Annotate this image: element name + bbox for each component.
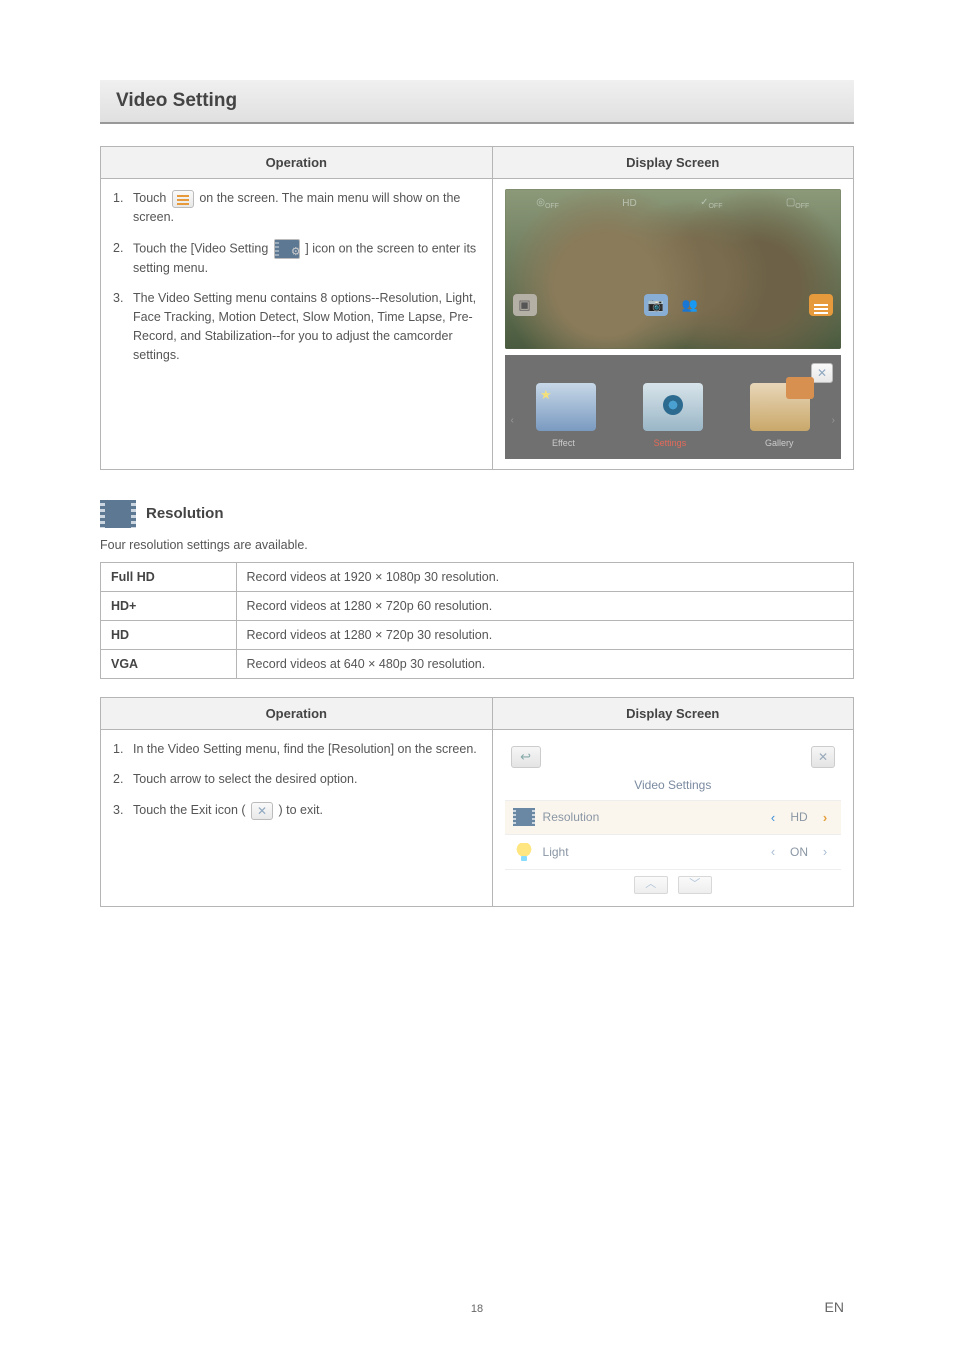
arrow-left-icon: ‹: [765, 808, 781, 828]
gallery-card-icon: [750, 383, 810, 431]
table-row: HD+ Record videos at 1280 × 720p 60 reso…: [101, 591, 854, 620]
settings-card-icon: [643, 383, 703, 431]
operation-table-2: Operation Display Screen In the Video Se…: [100, 697, 854, 907]
t2-step-3: Touch the Exit icon ( ) to exit.: [113, 801, 480, 820]
res-key: HD: [101, 620, 237, 649]
exit-icon: [251, 802, 273, 820]
col-operation: Operation: [101, 147, 493, 179]
resolution-lead: Four resolution settings are available.: [100, 538, 854, 552]
menu-icon: [172, 190, 194, 208]
nav-down-icon: ﹀: [678, 876, 712, 894]
arrow-right-icon: ›: [817, 808, 833, 828]
language-indicator: EN: [825, 1299, 844, 1315]
video-settings-panel: ↩ ✕ Video Settings Resolution ‹ HD › Lig…: [505, 740, 841, 896]
panel-close-icon: ✕: [811, 746, 835, 768]
operation-steps-cell-2: In the Video Setting menu, find the [Res…: [101, 729, 493, 906]
res-key: HD+: [101, 591, 237, 620]
col-display-screen: Display Screen: [492, 147, 853, 179]
arrow-right-icon: ›: [817, 842, 833, 862]
res-key: Full HD: [101, 562, 237, 591]
row-bulb-icon: [513, 843, 535, 861]
carousel-label-settings: Settings: [654, 437, 687, 451]
carousel-right-arrow: ›: [832, 413, 835, 428]
back-icon: ↩: [511, 746, 541, 768]
frame-off-icon: ▢OFF: [786, 195, 809, 213]
step-3: The Video Setting menu contains 8 option…: [113, 289, 480, 364]
res-desc: Record videos at 640 × 480p 30 resolutio…: [236, 649, 853, 678]
row-film-icon: [513, 808, 535, 826]
step-1: Touch on the screen. The main menu will …: [113, 189, 480, 227]
section-title: Video Setting: [100, 80, 854, 124]
col-display-screen: Display Screen: [492, 697, 853, 729]
display-screen-cell-1: ◎OFF HD ✓OFF ▢OFF ▣ 📷 👥 ✕: [492, 179, 853, 470]
resolution-heading-row: Resolution: [100, 500, 854, 528]
close-icon: ✕: [811, 363, 833, 383]
table-row: Full HD Record videos at 1920 × 1080p 30…: [101, 562, 854, 591]
row-label: Light: [543, 843, 765, 861]
camera-mode-icon: 📷: [644, 294, 668, 316]
setting-row-light: Light ‹ ON ›: [505, 834, 841, 869]
viewfinder-top-row: ◎OFF HD ✓OFF ▢OFF: [505, 195, 841, 213]
res-desc: Record videos at 1280 × 720p 30 resoluti…: [236, 620, 853, 649]
panel-nav: ︿ ﹀: [505, 869, 841, 896]
faces-icon: 👥: [678, 294, 702, 316]
hd-indicator: HD: [622, 196, 636, 211]
res-desc: Record videos at 1920 × 1080p 30 resolut…: [236, 562, 853, 591]
resolution-heading: Resolution: [146, 505, 224, 522]
t2-step-1: In the Video Setting menu, find the [Res…: [113, 740, 480, 759]
res-desc: Record videos at 1280 × 720p 60 resoluti…: [236, 591, 853, 620]
viewfinder-blur: [505, 189, 841, 349]
resolution-table: Full HD Record videos at 1920 × 1080p 30…: [100, 562, 854, 679]
filmstrip-icon: [100, 500, 136, 528]
res-key: VGA: [101, 649, 237, 678]
carousel-left-arrow: ‹: [511, 413, 514, 428]
operation-steps-cell: Touch on the screen. The main menu will …: [101, 179, 493, 470]
arrow-left-icon: ‹: [765, 842, 781, 862]
step-2: Touch the [Video Setting ] icon on the s…: [113, 239, 480, 278]
t2-step-2: Touch arrow to select the desired option…: [113, 770, 480, 789]
page-number: 18: [0, 1303, 954, 1315]
target-icon: ◎OFF: [536, 195, 559, 213]
focus-box-icon: ▣: [513, 294, 537, 316]
table-row: HD Record videos at 1280 × 720p 30 resol…: [101, 620, 854, 649]
col-operation: Operation: [101, 697, 493, 729]
table-row: VGA Record videos at 640 × 480p 30 resol…: [101, 649, 854, 678]
video-setting-icon: [274, 239, 300, 259]
check-off-icon: ✓OFF: [700, 195, 722, 213]
viewfinder-mid-row: ▣ 📷 👥: [505, 294, 841, 316]
camera-viewfinder: ◎OFF HD ✓OFF ▢OFF ▣ 📷 👥: [505, 189, 841, 349]
carousel-label-gallery: Gallery: [765, 437, 794, 451]
effect-card-icon: [536, 383, 596, 431]
setting-row-resolution: Resolution ‹ HD ›: [505, 800, 841, 835]
menu-button-icon: [809, 294, 833, 316]
operation-table-1: Operation Display Screen Touch on the sc…: [100, 146, 854, 470]
panel-title: Video Settings: [505, 776, 841, 794]
menu-carousel: ✕ ‹ › Effect Settings Gallery: [505, 355, 841, 459]
carousel-label-effect: Effect: [552, 437, 575, 451]
nav-up-icon: ︿: [634, 876, 668, 894]
row-value: HD: [781, 808, 817, 826]
display-screen-cell-2: ↩ ✕ Video Settings Resolution ‹ HD › Lig…: [492, 729, 853, 906]
row-value: ON: [781, 843, 817, 861]
row-label: Resolution: [543, 808, 765, 826]
